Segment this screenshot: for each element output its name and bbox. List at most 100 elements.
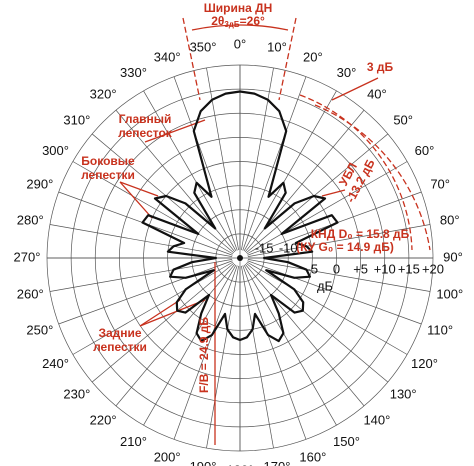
beam-arc	[191, 24, 289, 31]
theta-tick-label: 350°	[190, 40, 217, 55]
annotation: Боковые	[81, 154, 135, 168]
theta-tick-label: 250°	[26, 322, 53, 337]
theta-tick-label: 190°	[190, 459, 217, 466]
arrow	[139, 299, 206, 327]
r-tick-label: +5	[353, 261, 368, 276]
theta-tick-label: 270°	[14, 249, 41, 264]
theta-tick-label: 140°	[363, 413, 390, 428]
theta-tick-label: 340°	[154, 49, 181, 64]
plot	[141, 90, 339, 343]
theta-tick-label: 110°	[427, 322, 453, 337]
theta-tick-label: 170°	[264, 459, 291, 466]
grid-line	[72, 261, 234, 355]
annotation: Главный	[119, 112, 172, 126]
arrow	[119, 181, 153, 219]
r-tick-label: +15	[398, 261, 420, 276]
arrow	[144, 119, 206, 143]
theta-tick-label: 40°	[367, 86, 387, 101]
theta-tick-label: 70°	[430, 177, 450, 192]
grid-line	[72, 161, 234, 255]
grid-line	[242, 76, 307, 251]
theta-tick-label: 20°	[303, 49, 323, 64]
theta-tick-label: 130°	[390, 386, 417, 401]
theta-tick-label: 60°	[415, 143, 435, 158]
grid	[46, 64, 434, 452]
annotation: =26°	[240, 14, 265, 28]
annotation: 3дБ	[224, 20, 240, 29]
grid-line	[91, 133, 235, 254]
arrow	[321, 189, 346, 197]
arrow	[139, 299, 181, 327]
r-tick-label: -10	[279, 240, 298, 255]
arrow	[331, 77, 379, 101]
theta-tick-label: 180°	[227, 462, 254, 466]
annotation: (КУ G₀ = 14.9 дБ)	[296, 240, 394, 254]
grid-line	[206, 67, 239, 251]
theta-tick-label: 220°	[90, 413, 117, 428]
annotation: 2θ	[211, 14, 224, 28]
grid-line	[241, 67, 274, 251]
grid-line	[49, 224, 233, 257]
annotation: лепестки	[81, 168, 135, 182]
grid-line	[241, 265, 274, 449]
theta-tick-label: 300°	[42, 143, 69, 158]
theta-tick-label: 330°	[120, 65, 147, 80]
grid-line	[173, 76, 238, 251]
theta-tick-label: 150°	[333, 434, 360, 449]
annotation: 2θ3дБ=26°	[211, 14, 265, 29]
theta-tick-label: 320°	[90, 86, 117, 101]
theta-tick-label: 120°	[411, 356, 438, 371]
annotation: Задние	[98, 326, 141, 340]
pattern-line	[141, 90, 339, 343]
grid-line	[143, 90, 237, 252]
grid-line	[173, 265, 238, 440]
theta-tick-label: 240°	[42, 356, 69, 371]
grid-line	[246, 261, 408, 355]
r-tick-label: -5	[307, 261, 319, 276]
theta-tick-label: 200°	[154, 450, 181, 465]
r-tick-label: +20	[422, 261, 444, 276]
theta-tick-label: 310°	[63, 113, 90, 128]
annotation-lines	[119, 17, 431, 445]
grid-line	[247, 259, 431, 292]
grid-line	[245, 262, 389, 383]
theta-tick-label: 100°	[436, 286, 463, 301]
annotation: лепестки	[93, 340, 147, 354]
theta-tick-label: 90°	[443, 249, 463, 264]
r-tick-label: -15	[255, 240, 274, 255]
theta-tick-label: 0°	[234, 36, 246, 51]
annotation: F/B = 24.9 дБ	[197, 317, 211, 393]
grid-line	[58, 260, 233, 325]
theta-tick-label: 30°	[337, 65, 357, 80]
theta-tick-label: 10°	[267, 40, 287, 55]
annotation: КНД D₀ = 15.8 дБ	[311, 227, 410, 241]
theta-tick-label: 280°	[17, 212, 44, 227]
grid-line	[246, 161, 408, 255]
theta-tick-label: 160°	[299, 450, 326, 465]
theta-tick-label: 80°	[440, 212, 460, 227]
grid-line	[242, 265, 307, 440]
center-dot	[237, 255, 243, 261]
level-arc	[299, 94, 413, 251]
beam-edge	[278, 17, 297, 101]
arrow	[119, 181, 159, 197]
grid-line	[245, 133, 389, 254]
annotation: Ширина ДН	[204, 1, 273, 15]
annotation: 3 дБ	[367, 60, 394, 74]
r-tick-label: 0	[333, 261, 340, 276]
grid-line	[143, 264, 237, 426]
grid-line	[247, 224, 431, 257]
axis-unit: дБ	[317, 278, 333, 293]
grid-line	[244, 263, 365, 407]
grid-line	[243, 264, 337, 426]
grid-line	[91, 262, 235, 383]
theta-tick-label: 290°	[26, 177, 53, 192]
theta-tick-label: 210°	[120, 434, 147, 449]
annotation: лепесток	[118, 126, 173, 140]
grid-line	[247, 260, 422, 325]
theta-tick-label: 230°	[63, 386, 90, 401]
r-tick-label: +10	[374, 261, 396, 276]
theta-tick-label: 260°	[17, 286, 44, 301]
grid-line	[206, 265, 239, 449]
